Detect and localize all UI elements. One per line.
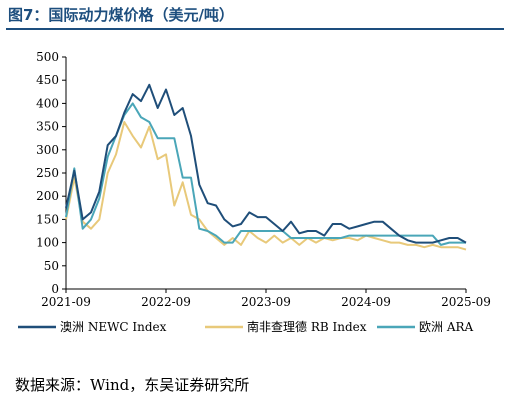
chart-axes: 0 50 100 150 200 250 300 350 400 450 500 2021-09 202… [36,50,491,309]
coal-price-line-chart: 0 50 100 150 200 250 300 350 400 450 500 2021-09 202… [18,50,491,334]
chart-legend: 澳洲 NEWC Index 南非查理德 RB Index 欧洲 ARA [18,319,474,334]
series-line-0 [65,83,467,244]
x-tick-label: 2021-09 [41,295,91,309]
y-tick-label: 200 [36,189,59,203]
legend-label-0: 澳洲 NEWC Index [60,320,167,334]
y-tick-label: 150 [36,212,59,226]
y-tick-label: 300 [36,143,59,157]
x-tick-label: 2023-09 [241,295,291,309]
x-tick-label: 2025-09 [441,295,491,309]
series-line-1 [65,121,467,251]
data-source-note: 数据来源：Wind，东吴证券研究所 [15,376,250,394]
y-tick-label: 500 [36,50,59,64]
y-tick-label: 100 [36,236,59,250]
y-tick-label: 400 [36,96,59,110]
y-tick-label: 350 [36,120,59,134]
chart-series-lines [65,83,467,251]
chart-title: 图7：国际动力煤价格（美元/吨） [8,6,234,24]
y-tick-label: 450 [36,73,59,87]
x-tick-label: 2022-09 [141,295,191,309]
title-underline [6,28,504,30]
x-tick-label: 2024-09 [341,295,391,309]
y-tick-label: 250 [36,166,59,180]
legend-label-2: 欧洲 ARA [419,320,474,334]
y-tick-label: 50 [44,259,59,273]
legend-label-1: 南非查理德 RB Index [247,319,367,334]
y-tick-label: 0 [51,282,59,296]
